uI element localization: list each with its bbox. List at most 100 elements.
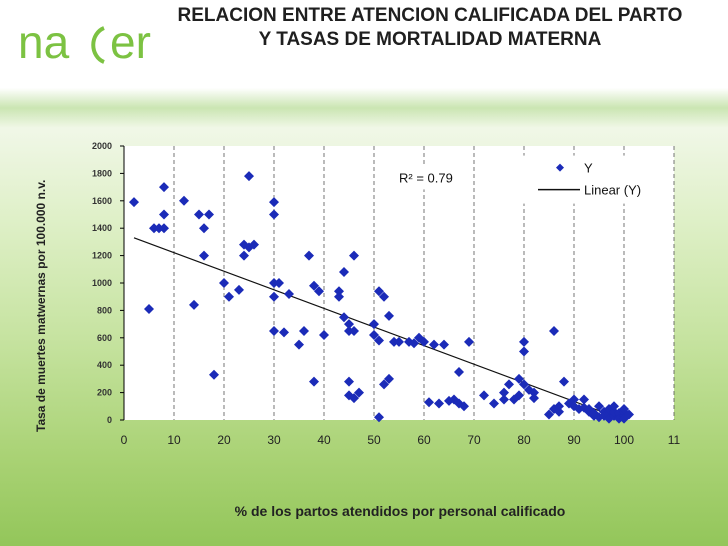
x-tick-label: 100	[614, 433, 634, 447]
data-point	[144, 304, 154, 315]
data-point	[379, 291, 389, 302]
data-point	[619, 404, 629, 415]
x-tick-label: 80	[517, 433, 531, 447]
y-tick-label: 1800	[92, 168, 112, 178]
data-point	[374, 412, 384, 423]
y-tick-label: 1200	[92, 251, 112, 261]
data-point	[519, 336, 529, 347]
data-point	[569, 394, 579, 405]
data-point	[439, 339, 449, 350]
data-point	[244, 171, 254, 182]
data-point	[499, 394, 509, 405]
y-tick-label: 200	[97, 388, 112, 398]
data-point	[384, 373, 394, 384]
slide-title: RELACION ENTRE ATENCION CALIFICADA DEL P…	[177, 5, 683, 50]
data-point	[384, 310, 394, 321]
data-point	[304, 250, 314, 261]
data-point	[379, 379, 389, 390]
nacer-logo: na er	[18, 16, 151, 68]
data-point	[239, 250, 249, 261]
data-point	[369, 330, 379, 341]
legend-label-linear: Linear (Y)	[584, 183, 641, 198]
data-point	[199, 250, 209, 261]
logo-arc	[91, 26, 105, 64]
data-point	[424, 397, 434, 408]
data-point	[454, 367, 464, 378]
data-point	[334, 286, 344, 297]
data-point	[434, 398, 444, 409]
data-point	[354, 387, 364, 398]
data-point	[419, 336, 429, 347]
data-point	[369, 319, 379, 330]
data-point	[159, 223, 169, 234]
data-point	[309, 376, 319, 387]
x-tick-label: 30	[267, 433, 281, 447]
data-point	[199, 223, 209, 234]
data-point	[309, 280, 319, 291]
y-tick-label: 600	[97, 333, 112, 343]
x-tick-label: 11	[668, 433, 681, 447]
logo-text-na: na	[18, 16, 70, 68]
data-point	[224, 291, 234, 302]
data-point	[279, 327, 289, 338]
y-tick-label: 1000	[92, 278, 112, 288]
data-point	[519, 379, 529, 390]
y-tick-label: 1400	[92, 223, 112, 233]
data-point	[189, 299, 199, 310]
data-point	[519, 346, 529, 357]
x-tick-label: 10	[167, 433, 181, 447]
data-point	[344, 376, 354, 387]
y-tick-label: 2000	[92, 141, 112, 151]
data-point	[514, 373, 524, 384]
data-point	[544, 409, 554, 420]
data-point	[269, 291, 279, 302]
data-point	[349, 393, 359, 404]
legend-box	[514, 155, 668, 204]
data-point	[314, 286, 324, 297]
data-point	[299, 325, 309, 336]
data-point	[579, 394, 589, 405]
data-point	[204, 209, 214, 220]
data-point	[459, 401, 469, 412]
data-point	[529, 387, 539, 398]
data-point	[219, 278, 229, 288]
r2-annotation: R² = 0.79	[399, 170, 453, 185]
x-tick-label: 70	[467, 433, 481, 447]
data-point	[234, 284, 244, 295]
y-tick-label: 1600	[92, 196, 112, 206]
legend-label-y: Y	[584, 161, 593, 176]
x-tick-label: 60	[417, 433, 431, 447]
data-point	[479, 390, 489, 401]
data-point	[294, 339, 304, 350]
y-tick-label: 800	[97, 305, 112, 315]
data-point	[179, 195, 189, 206]
data-point	[394, 336, 404, 347]
x-tick-label: 50	[367, 433, 381, 447]
data-point	[269, 209, 279, 220]
data-point	[464, 336, 474, 347]
data-point	[269, 197, 279, 208]
data-point	[504, 379, 514, 390]
legend-marker-y	[556, 163, 564, 172]
y-axis-label: Tasa de muertes matwernas por 100.000 n.…	[34, 179, 48, 432]
x-tick-label: 90	[567, 433, 581, 447]
x-axis-label: % de los partos atendidos por personal c…	[234, 503, 566, 519]
data-point	[514, 390, 524, 401]
data-point	[624, 409, 634, 420]
data-point	[209, 369, 219, 380]
data-point	[594, 401, 604, 412]
data-point	[559, 376, 569, 387]
data-point	[344, 319, 354, 330]
data-point	[529, 393, 539, 404]
data-point	[374, 335, 384, 346]
data-point	[159, 182, 169, 193]
data-point	[319, 330, 329, 341]
logo-text-er: er	[110, 16, 151, 68]
x-tick-label: 0	[121, 433, 128, 447]
data-point	[554, 401, 564, 412]
x-tick-label: 20	[217, 433, 231, 447]
scatter-chart: 0 200 400 600 800 1000 1200 1400 1600 1800 2000 0 10…	[92, 141, 681, 447]
y-tick-label: 0	[107, 415, 112, 425]
data-point	[609, 401, 619, 412]
data-point	[409, 338, 419, 349]
